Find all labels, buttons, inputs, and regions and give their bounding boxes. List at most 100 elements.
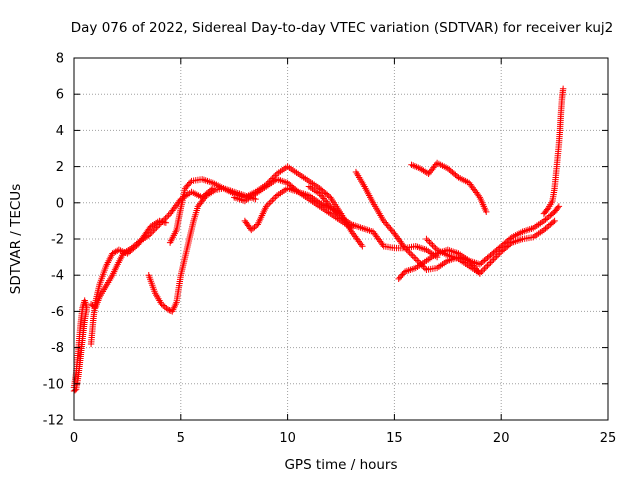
data-point xyxy=(148,229,156,236)
data-point xyxy=(166,210,174,217)
data-point xyxy=(159,218,166,225)
data-point xyxy=(404,247,412,255)
data-point xyxy=(133,240,140,248)
data-point xyxy=(157,219,165,227)
data-point xyxy=(352,233,359,240)
data-point xyxy=(162,215,169,222)
data-point xyxy=(248,226,255,234)
data-point xyxy=(427,240,435,247)
data-point xyxy=(130,243,137,250)
data-point xyxy=(406,249,413,256)
y-tick-label: 4 xyxy=(56,124,64,139)
data-point xyxy=(263,203,270,210)
data-point xyxy=(327,203,334,210)
y-tick-label: 6 xyxy=(56,88,64,103)
y-tick-label: -10 xyxy=(43,377,64,392)
data-point xyxy=(471,187,479,195)
data-point xyxy=(393,233,400,240)
data-point xyxy=(387,225,394,233)
series-arc-8 xyxy=(305,183,441,261)
data-point xyxy=(485,260,493,268)
series-arc-13 xyxy=(540,85,567,217)
data-point xyxy=(376,238,384,245)
data-point xyxy=(158,300,165,308)
data-point xyxy=(468,182,475,190)
data-point xyxy=(334,210,342,218)
data-point xyxy=(424,237,432,244)
y-tick-label: -4 xyxy=(51,269,64,284)
data-point xyxy=(147,230,154,238)
series-arc-11 xyxy=(408,159,490,216)
data-point xyxy=(333,209,340,216)
data-point xyxy=(267,198,275,205)
x-tick-label: 5 xyxy=(177,431,185,446)
data-point xyxy=(375,236,383,243)
data-point xyxy=(383,220,390,228)
data-point xyxy=(166,306,173,314)
axes: 0 5 10 15 20 25 -12 -10 -8 -6 -4 -2 0 2 4 6 8 xyxy=(43,52,617,447)
data-point xyxy=(540,217,548,225)
data-point xyxy=(356,239,364,247)
x-tick-label: 10 xyxy=(279,431,296,446)
data-point xyxy=(169,207,176,214)
data-point xyxy=(369,228,377,235)
data-point xyxy=(381,219,389,226)
x-tick-label: 20 xyxy=(493,431,510,446)
data-point xyxy=(153,224,160,231)
y-tick-label: 0 xyxy=(56,196,64,211)
data-point xyxy=(350,231,358,239)
data-point xyxy=(71,386,79,394)
data-point xyxy=(270,195,278,202)
data-point xyxy=(465,179,473,187)
data-point xyxy=(478,268,485,276)
data-point xyxy=(474,190,481,198)
data-point xyxy=(373,233,380,240)
chart-title: Day 076 of 2022, Sidereal Day-to-day VTE… xyxy=(71,20,613,36)
data-point xyxy=(542,216,549,223)
data-point xyxy=(316,190,323,197)
data-point xyxy=(507,235,514,242)
data-point xyxy=(385,224,393,231)
data-point xyxy=(359,243,366,250)
data-point xyxy=(469,184,476,191)
data-point xyxy=(542,225,549,232)
data-point xyxy=(398,240,405,247)
data-point xyxy=(320,195,327,202)
data-point xyxy=(399,241,406,249)
data-point xyxy=(202,193,209,201)
data-point xyxy=(484,262,491,269)
data-point xyxy=(355,238,362,245)
data-point xyxy=(392,231,399,239)
x-axis-label: GPS time / hours xyxy=(284,457,397,473)
data-point xyxy=(470,186,478,193)
data-point xyxy=(372,231,379,239)
data-point xyxy=(490,256,497,263)
data-point xyxy=(554,204,561,211)
data-point xyxy=(349,230,357,237)
data-point xyxy=(328,204,336,212)
data-point xyxy=(159,302,167,309)
data-point xyxy=(171,204,179,211)
data-point xyxy=(549,218,557,226)
data-point xyxy=(384,222,391,229)
data-point xyxy=(432,245,439,252)
data-points xyxy=(70,85,567,395)
data-point xyxy=(251,224,258,231)
data-point xyxy=(543,224,551,231)
data-point xyxy=(559,85,567,92)
data-point xyxy=(325,192,332,200)
data-point xyxy=(145,232,152,239)
data-point xyxy=(430,243,438,250)
data-point xyxy=(187,179,194,186)
data-point xyxy=(421,265,429,272)
data-point xyxy=(170,205,177,213)
data-point xyxy=(476,270,484,277)
series-arc-4 xyxy=(145,185,259,315)
data-point xyxy=(331,207,339,215)
data-point xyxy=(266,200,273,207)
data-point xyxy=(411,254,418,261)
data-point xyxy=(172,202,180,209)
x-tick-label: 15 xyxy=(386,431,403,446)
